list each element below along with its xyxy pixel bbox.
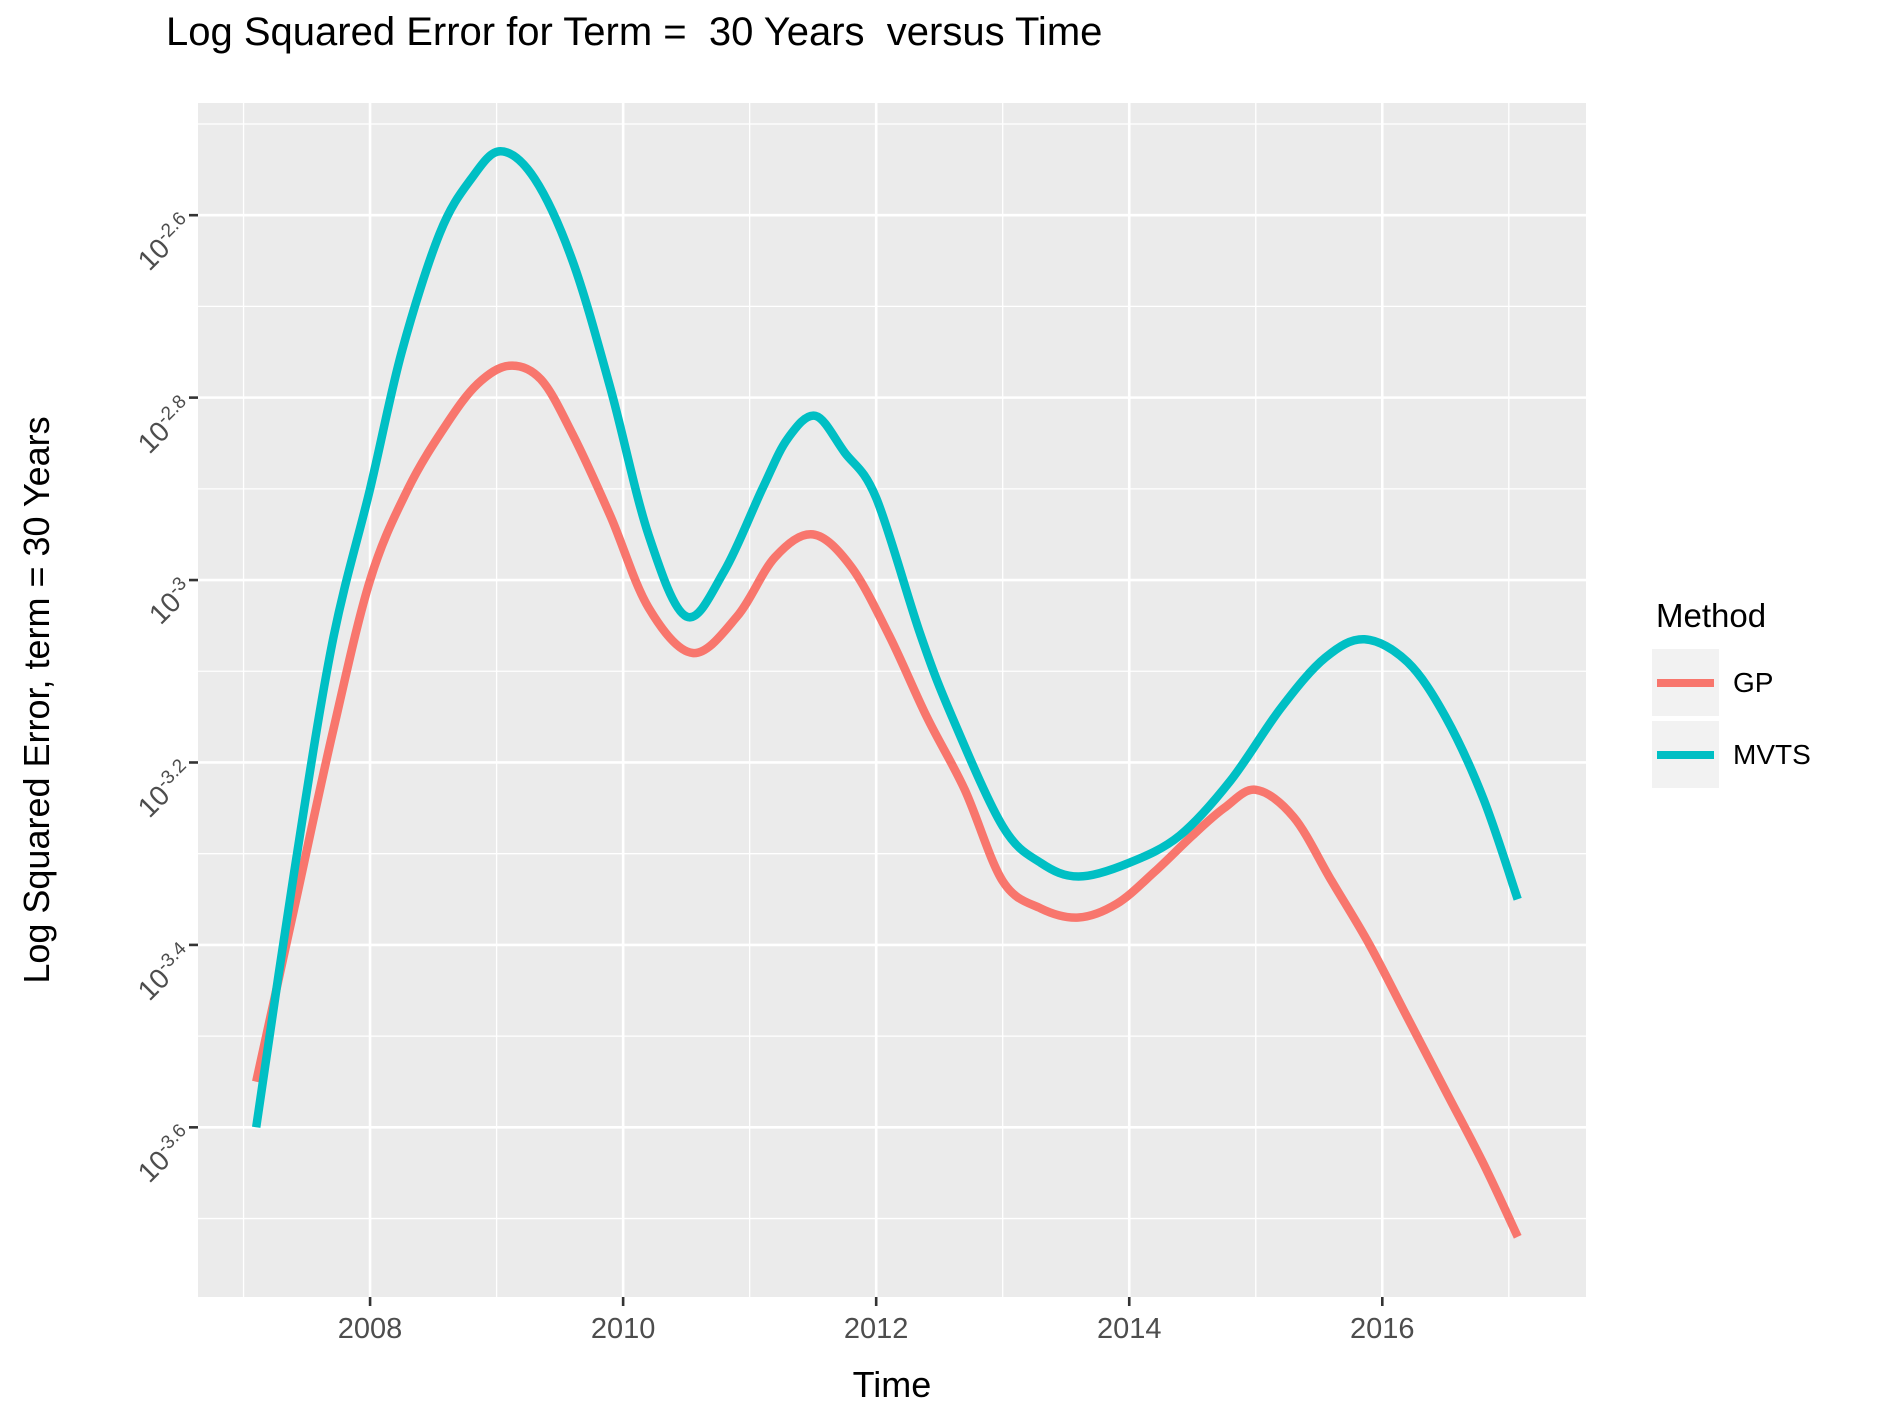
legend-key-mvts <box>1652 721 1719 788</box>
legend-key-gp <box>1652 649 1719 716</box>
x-tick-label-2010: 2010 <box>590 1313 656 1345</box>
x-tick-label-2012: 2012 <box>843 1313 909 1345</box>
legend: Method GP MVTS <box>1652 597 1811 793</box>
y-axis-title: Log Squared Error, term = 30 Years <box>16 416 57 984</box>
gp-curve <box>252 361 1522 1239</box>
mvts-curve <box>251 147 1522 1128</box>
legend-title: Method <box>1656 597 1767 634</box>
x-axis-title: Time <box>852 1364 932 1405</box>
legend-rows: GP MVTS <box>1652 649 1811 788</box>
legend-key-line-gp <box>1657 678 1714 687</box>
chart-title: Log Squared Error for Term = 30 Years ve… <box>166 10 1103 54</box>
legend-label-mvts: MVTS <box>1733 738 1811 770</box>
legend-entry-mvts: MVTS <box>1652 721 1811 788</box>
x-tick-label-2008: 2008 <box>337 1313 403 1345</box>
panel-background <box>198 103 1586 1297</box>
legend-entry-gp: GP <box>1652 649 1811 716</box>
legend-label-gp: GP <box>1733 666 1774 698</box>
x-tick-label-2014: 2014 <box>1096 1313 1162 1345</box>
legend-key-line-mvts <box>1657 750 1714 759</box>
x-tick-label-2016: 2016 <box>1350 1313 1415 1345</box>
